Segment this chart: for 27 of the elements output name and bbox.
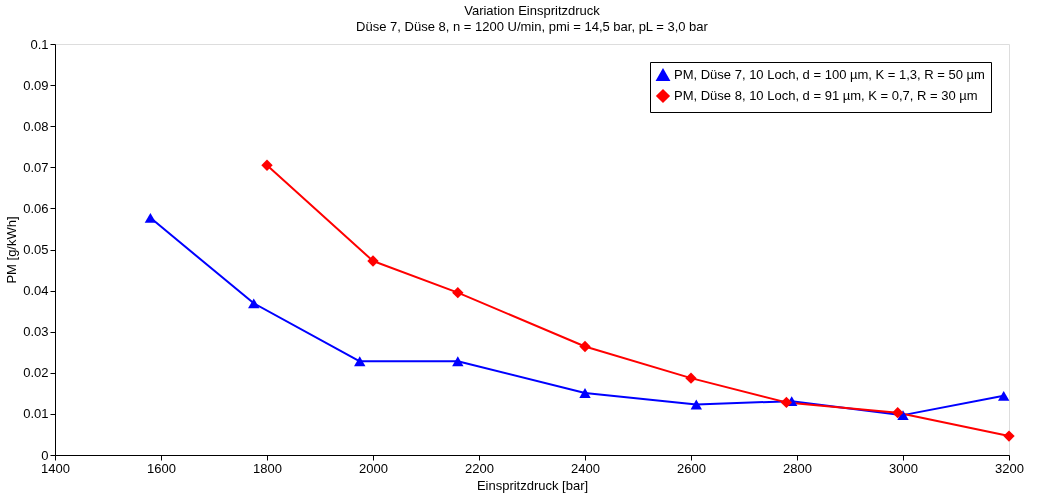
y-tick-label: 0.06 [23,200,49,216]
x-tick-label: 1600 [147,460,176,476]
y-tick-label: 0.1 [30,36,49,52]
y-tick-label: 0.09 [23,77,49,93]
x-tick-label: 2200 [465,460,494,476]
x-tick-label: 3200 [995,460,1024,476]
y-axis-title: PM [g/kWh] [4,216,20,284]
x-tick-label: 2800 [783,460,812,476]
y-tick-label: 0.03 [23,324,49,340]
y-tick-label: 0 [41,447,49,463]
chart-subtitle: Düse 7, Düse 8, n = 1200 U/min, pmi = 14,5 bar, pL = 3,0 bar [356,19,709,34]
x-tick-label: 1800 [253,460,282,476]
y-tick-label: 0.01 [23,406,49,422]
legend-label: PM, Düse 8, 10 Loch, d = 91 µm, K = 0,7, R = 30 µm [674,88,978,103]
y-tick-label: 0.07 [23,159,49,175]
x-tick-label: 2000 [359,460,388,476]
y-tick-label: 0.02 [23,365,49,381]
legend-label: PM, Düse 7, 10 Loch, d = 100 µm, K = 1,3, R = 50 µm [674,67,985,82]
x-axis-title: Einspritzdruck [bar] [476,477,589,493]
x-tick-label: 3000 [889,460,918,476]
y-tick-label: 0.05 [23,242,49,257]
x-tick-label: 2600 [677,460,706,476]
chart-title: Variation Einspritzdruck [464,3,601,18]
y-tick-label: 0.08 [23,118,49,134]
x-tick-label: 1400 [41,460,70,476]
x-tick-label: 2400 [571,460,600,476]
y-tick-label: 0.04 [23,283,49,299]
